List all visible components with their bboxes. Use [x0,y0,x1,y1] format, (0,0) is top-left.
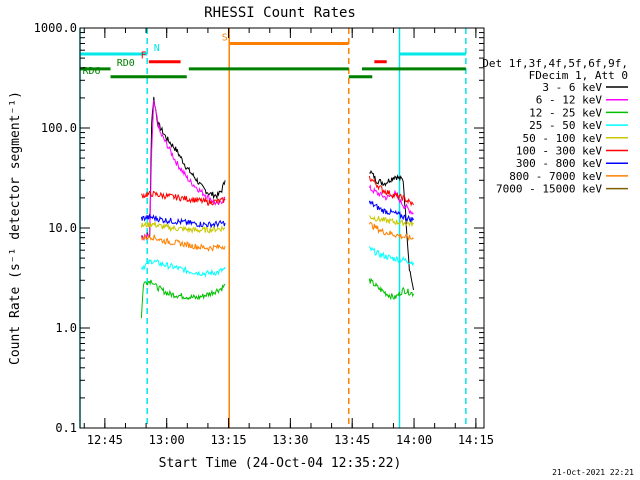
legend-label-1: 6 - 12 keV [536,94,603,107]
series-line-3-0 [140,259,226,278]
x-axis-label: Start Time (24-Oct-04 12:35:22) [159,456,402,471]
flag-label-rd0: RD0 [117,58,135,69]
flag-label-f: F [141,51,147,62]
series-line-6-1 [368,200,414,223]
legend-label-6: 300 - 800 keV [516,157,602,170]
x-tick-label-2: 13:15 [210,433,246,447]
series-line-4-0 [140,221,226,235]
series-line-2-1 [368,277,414,301]
y-tick-label-4: 1000.0 [34,21,77,35]
series-line-0-1 [369,169,414,291]
series-line-5-1 [368,175,414,207]
chart-title: RHESSI Count Rates [204,5,356,21]
series-line-2-0 [140,279,226,319]
x-tick-label-1: 13:00 [149,433,185,447]
timestamp: 21-Oct-2021 22:21 [552,468,634,477]
series-line-5-0 [140,190,226,206]
flag-label-n: N [154,43,160,54]
legend-header-line-1: Det 1f,3f,4f,5f,6f,9f, [482,57,628,70]
series-line-7-1 [368,222,414,242]
y-tick-label-3: 100.0 [41,121,77,135]
legend-label-0: 3 - 6 keV [542,81,602,94]
legend-label-5: 100 - 300 keV [516,145,602,158]
series-line-1-0 [140,99,226,242]
legend-label-8: 7000 - 15000 keV [496,183,602,196]
y-tick-label-0: 0.1 [55,421,77,435]
x-axis-ticks: 12:45 13:00 13:15 13:30 13:45 14:00 14:15 [83,28,494,447]
x-tick-label-0: 12:45 [87,433,123,447]
series-line-6-0 [140,213,226,228]
y-tick-label-1: 1.0 [55,321,77,335]
legend-label-3: 25 - 50 keV [529,119,602,132]
plot-area: N S F RD0 RD6 [79,28,467,428]
legend-label-2: 12 - 25 keV [529,106,602,119]
legend-label-7: 800 - 7000 keV [509,170,602,183]
flag-label-rd6: RD6 [82,66,100,77]
legend: Det 1f,3f,4f,5f,6f,9f, FDecim 1, Att 0 3… [482,57,628,196]
x-tick-label-6: 14:15 [458,433,494,447]
y-axis-label: Count Rate (s⁻¹ detector segment⁻¹) [8,91,23,365]
x-tick-label-5: 14:00 [396,433,432,447]
series-line-3-1 [368,246,414,266]
x-tick-label-3: 13:30 [272,433,308,447]
series-line-7-0 [140,234,226,253]
y-tick-label-2: 10.0 [48,221,77,235]
legend-label-4: 50 - 100 keV [523,132,603,145]
x-tick-label-4: 13:45 [334,433,370,447]
legend-header-line-2: FDecim 1, Att 0 [529,69,628,82]
flag-label-s: S [222,32,228,43]
series-line-4-1 [368,215,414,227]
